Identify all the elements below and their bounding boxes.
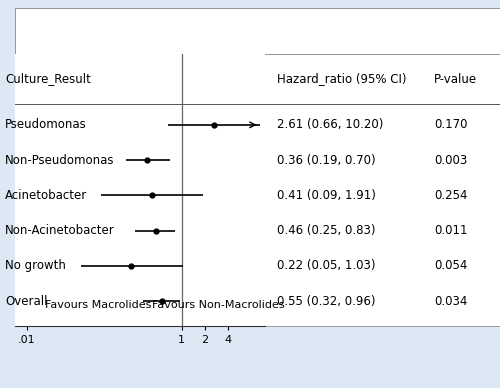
Text: Favours Non-Macrolides: Favours Non-Macrolides xyxy=(152,300,285,310)
Text: Non-Acinetobacter: Non-Acinetobacter xyxy=(5,224,115,237)
Text: 0.254: 0.254 xyxy=(434,189,468,202)
Text: 0.55 (0.32, 0.96): 0.55 (0.32, 0.96) xyxy=(277,295,375,308)
Text: 0.36 (0.19, 0.70): 0.36 (0.19, 0.70) xyxy=(277,154,376,166)
Text: 0.011: 0.011 xyxy=(434,224,468,237)
Text: 0.054: 0.054 xyxy=(434,260,468,272)
Text: 0.034: 0.034 xyxy=(434,295,468,308)
Text: Favours Macrolides: Favours Macrolides xyxy=(45,300,152,310)
Text: Acinetobacter: Acinetobacter xyxy=(5,189,87,202)
Text: No growth: No growth xyxy=(5,260,66,272)
Text: Non-Pseudomonas: Non-Pseudomonas xyxy=(5,154,114,166)
Text: 0.003: 0.003 xyxy=(434,154,468,166)
Text: Overall: Overall xyxy=(5,295,48,308)
Text: 2.61 (0.66, 10.20): 2.61 (0.66, 10.20) xyxy=(277,118,383,132)
Text: Pseudomonas: Pseudomonas xyxy=(5,118,87,132)
Text: 0.170: 0.170 xyxy=(434,118,468,132)
Text: P-value: P-value xyxy=(434,73,478,85)
Text: Culture_Result: Culture_Result xyxy=(5,73,91,85)
Text: 0.46 (0.25, 0.83): 0.46 (0.25, 0.83) xyxy=(277,224,375,237)
Text: 0.22 (0.05, 1.03): 0.22 (0.05, 1.03) xyxy=(277,260,375,272)
Text: Hazard_ratio (95% CI): Hazard_ratio (95% CI) xyxy=(277,73,406,85)
Text: 0.41 (0.09, 1.91): 0.41 (0.09, 1.91) xyxy=(277,189,376,202)
